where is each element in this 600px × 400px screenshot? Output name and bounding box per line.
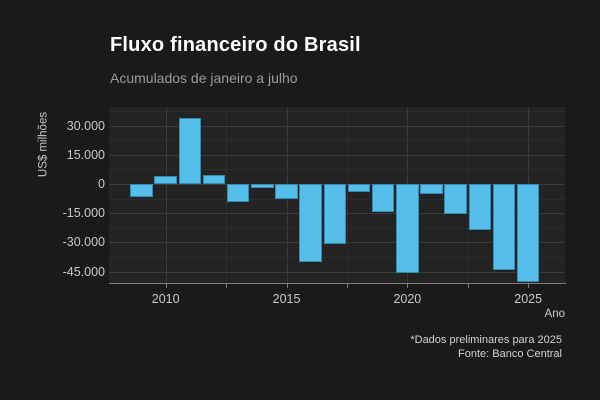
y-minor-gridline xyxy=(109,111,565,113)
bar-2019 xyxy=(371,184,395,212)
bar-2018 xyxy=(347,184,371,192)
x-axis-line xyxy=(109,283,566,284)
caption-source: Fonte: Banco Central xyxy=(458,348,562,360)
bar-2009 xyxy=(130,184,153,197)
x-axis-tick xyxy=(467,284,469,288)
y-tick-label: -15.000 xyxy=(62,206,105,221)
y-tick-label: -45.000 xyxy=(62,264,105,279)
y-tick-label: 0 xyxy=(98,177,105,191)
y-tick-label: 15.000 xyxy=(66,147,105,162)
y-minor-gridline xyxy=(109,140,565,142)
bar-2022 xyxy=(444,184,467,214)
bar-2023 xyxy=(468,184,492,230)
bar-2012 xyxy=(202,175,226,184)
x-tick-label: 2025 xyxy=(514,292,543,306)
chart-title: Fluxo financeiro do Brasil xyxy=(110,34,361,56)
bar-2010 xyxy=(154,176,177,184)
x-axis-tick xyxy=(346,284,348,288)
x-minor-gridline xyxy=(467,107,469,283)
plot-panel xyxy=(109,107,565,283)
bar-2014 xyxy=(251,184,274,188)
chart-caption: *Dados preliminares para 2025 Fonte: Ban… xyxy=(410,333,562,361)
x-minor-gridline xyxy=(226,107,228,283)
bar-2017 xyxy=(323,184,347,245)
y-minor-gridline xyxy=(109,256,565,258)
x-axis-tick xyxy=(528,284,530,288)
caption-note: *Dados preliminares para 2025 xyxy=(410,334,562,346)
bar-2025 xyxy=(516,184,540,282)
bar-2020 xyxy=(396,184,419,274)
y-axis-title: US$ milhões xyxy=(37,111,50,178)
y-major-gridline xyxy=(109,154,565,156)
x-axis-tick xyxy=(165,284,167,288)
bar-2016 xyxy=(299,184,322,262)
bar-2021 xyxy=(420,184,443,194)
x-tick-label: 2010 xyxy=(151,292,180,306)
x-tick-label: 2020 xyxy=(393,292,422,306)
bar-2024 xyxy=(492,184,516,271)
x-axis-tick xyxy=(407,284,409,288)
x-major-gridline xyxy=(165,107,167,283)
x-tick-label: 2015 xyxy=(272,292,301,306)
bar-2013 xyxy=(226,184,250,202)
x-axis-title: Ano xyxy=(544,308,565,320)
x-minor-gridline xyxy=(346,107,348,283)
x-axis-tick xyxy=(286,284,288,288)
bar-2015 xyxy=(275,184,298,199)
chart-subtitle: Acumulados de janeiro a julho xyxy=(110,70,298,86)
x-axis-tick xyxy=(226,284,228,288)
y-tick-label: 30.000 xyxy=(66,118,105,133)
bar-2011 xyxy=(178,117,202,184)
y-tick-label: -30.000 xyxy=(62,235,105,250)
y-major-gridline xyxy=(109,125,565,127)
y-minor-gridline xyxy=(109,169,565,171)
y-major-gridline xyxy=(109,271,565,273)
